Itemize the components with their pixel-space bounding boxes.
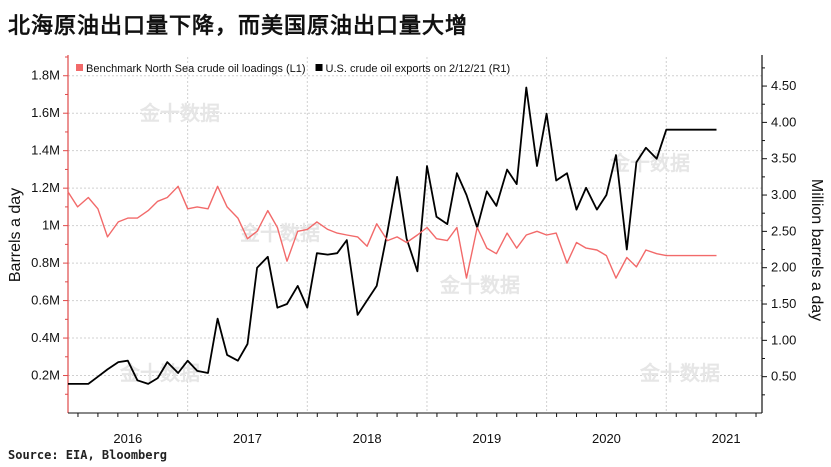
x-tick-label: 2021	[712, 431, 741, 446]
left-tick-label: 0.4M	[31, 330, 60, 345]
source-note: Source: EIA, Bloomberg	[8, 448, 167, 462]
left-tick-label: 1M	[42, 218, 60, 233]
x-tick-label: 2016	[113, 431, 142, 446]
right-tick-label: 2.50	[771, 223, 796, 238]
watermark-text: 金十数据	[139, 101, 220, 125]
right-tick-label: 0.50	[771, 369, 796, 384]
series-line-2	[67, 185, 717, 279]
right-tick-label: 4.50	[771, 78, 796, 93]
right-tick-label: 1.50	[771, 296, 796, 311]
watermark-text: 金十数据	[639, 361, 720, 385]
left-tick-label: 1.4M	[31, 143, 60, 158]
right-tick-label: 3.00	[771, 187, 796, 202]
right-tick-label: 1.00	[771, 332, 796, 347]
chart-headline: 北海原油出口量下降，而美国原油出口量大增	[8, 14, 469, 39]
left-tick-label: 1.8M	[31, 68, 60, 83]
left-axis-title: Barrels a day	[7, 188, 24, 282]
right-tick-label: 3.50	[771, 151, 796, 166]
watermark-text: 金十数据	[119, 361, 200, 385]
right-tick-label: 4.00	[771, 114, 796, 129]
legend-label: U.S. crude oil exports on 2/12/21 (R1)	[326, 63, 511, 75]
left-tick-label: 0.2M	[31, 368, 60, 383]
legend-swatch	[76, 64, 83, 71]
series-lines	[67, 86, 717, 385]
x-tick-label: 2018	[353, 431, 382, 446]
legend-swatch	[315, 64, 323, 71]
legend: Benchmark North Sea crude oil loadings (…	[76, 63, 510, 75]
x-tick-label: 2017	[233, 431, 262, 446]
left-tick-label: 1.6M	[31, 105, 60, 120]
series-line-1	[68, 86, 717, 385]
watermark-text: 金十数据	[439, 273, 520, 297]
right-tick-label: 2.00	[771, 260, 796, 275]
watermark-text: 金十数据	[609, 151, 690, 175]
x-tick-label: 2019	[472, 431, 501, 446]
left-tick-label: 0.8M	[31, 255, 60, 270]
left-tick-label: 0.6M	[31, 293, 60, 308]
right-axis-title: Million barrels a day	[808, 179, 825, 321]
x-tick-label: 2020	[592, 431, 621, 446]
left-tick-label: 1.2M	[31, 180, 60, 195]
legend-label: Benchmark North Sea crude oil loadings (…	[86, 63, 306, 75]
axes: 0.2M 0.4M 0.6M 0.8M 1M 1.2M 1.4M 1.6M 1.8M 0.50 1.…	[7, 55, 825, 446]
